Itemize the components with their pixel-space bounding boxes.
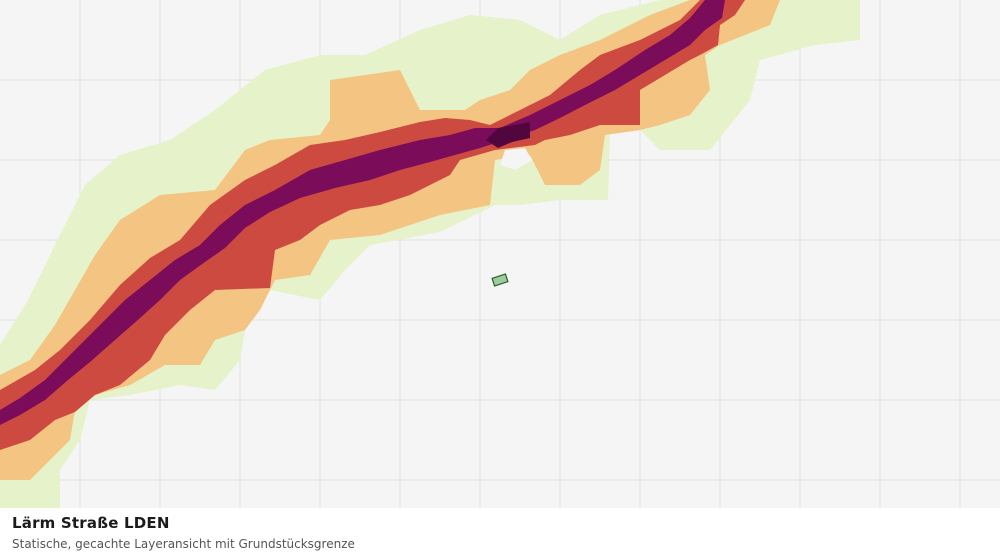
parcel-boundary[interactable]: [491, 273, 509, 287]
map-subtitle: Statische, gecachte Layeransicht mit Gru…: [12, 537, 355, 551]
map-caption: Lärm Straße LDEN Statische, gecachte Lay…: [0, 508, 1000, 560]
map-title: Lärm Straße LDEN: [12, 514, 170, 532]
noise-band-5: [486, 122, 530, 148]
map-canvas: [0, 0, 1000, 508]
map-view[interactable]: [0, 0, 1000, 508]
map-clearing: [500, 148, 532, 170]
